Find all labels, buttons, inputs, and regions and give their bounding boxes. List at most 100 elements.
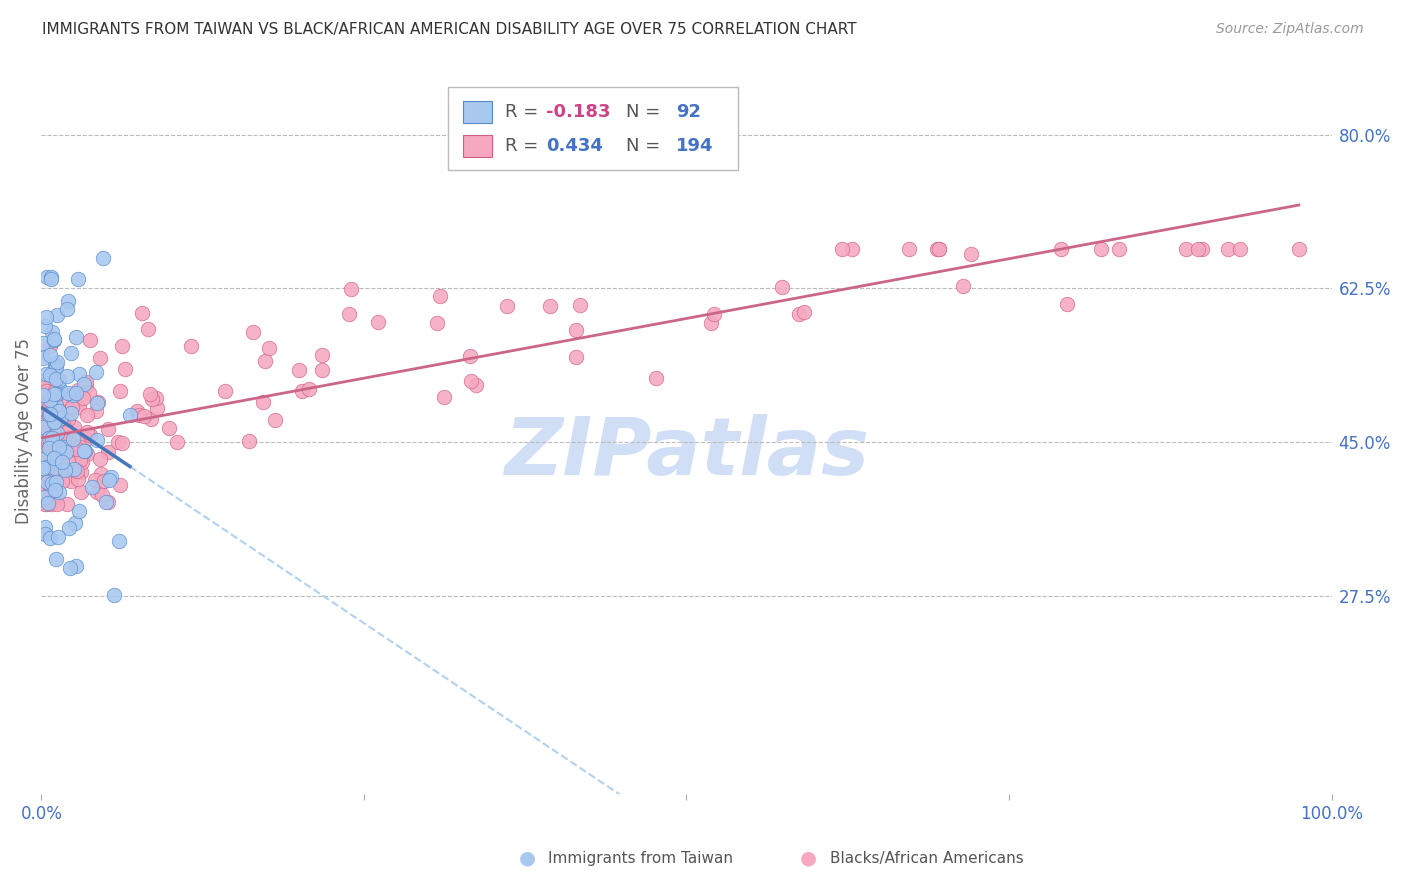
Point: [66, 442, 89, 457]
Point: [53, 462, 76, 476]
Point: [1090, 242, 1112, 256]
Point: [31, 433, 53, 447]
Text: Blacks/African Americans: Blacks/African Americans: [830, 851, 1024, 865]
Point: [45, 386, 67, 401]
Point: [41, 325, 63, 339]
Point: [75, 432, 97, 446]
Point: [49, 465, 72, 479]
Point: [111, 436, 134, 450]
Point: [32, 431, 55, 445]
Point: [73, 444, 96, 458]
Point: [569, 298, 592, 312]
Point: [35, 270, 58, 285]
Bar: [463, 101, 492, 123]
Point: [38, 441, 60, 455]
Point: [51, 474, 73, 488]
Point: [55, 424, 77, 438]
Point: [128, 408, 150, 422]
Point: [31, 416, 53, 430]
Point: [90, 467, 112, 481]
Point: [1187, 242, 1209, 256]
Point: [166, 435, 188, 450]
Point: [337, 307, 360, 321]
Point: [65, 516, 87, 530]
Point: [37, 463, 59, 477]
Point: [65, 330, 87, 344]
Point: [51, 455, 73, 469]
Point: [56, 385, 79, 400]
Point: [84, 404, 107, 418]
Point: [1056, 297, 1078, 311]
Point: [75, 379, 97, 393]
Point: [96, 495, 118, 509]
Point: [45, 475, 67, 490]
Point: [253, 354, 276, 368]
Point: [86, 396, 108, 410]
Point: [44, 387, 66, 401]
Point: [56, 411, 79, 425]
Point: [46, 308, 69, 322]
Point: [45, 417, 67, 432]
Point: [42, 415, 65, 429]
Point: [429, 289, 451, 303]
Point: [48, 373, 70, 387]
Point: [86, 485, 108, 500]
Point: [311, 363, 333, 377]
Point: [928, 242, 950, 256]
Point: [32, 420, 55, 434]
Point: [49, 410, 72, 425]
Point: [34, 444, 56, 458]
Point: [35, 384, 58, 399]
Point: [49, 382, 72, 396]
Point: [72, 391, 94, 405]
Point: [67, 447, 90, 461]
Point: [952, 278, 974, 293]
Point: [44, 461, 66, 475]
Point: [76, 409, 98, 423]
Point: [136, 322, 159, 336]
Point: [31, 469, 53, 483]
Point: [700, 316, 723, 330]
Point: [34, 520, 56, 534]
Point: [56, 497, 79, 511]
Point: [39, 483, 62, 498]
Point: [433, 390, 456, 404]
Point: [56, 301, 79, 316]
Point: [32, 417, 55, 431]
Point: [46, 447, 69, 461]
Point: [114, 361, 136, 376]
Point: [63, 420, 86, 434]
Point: [56, 454, 79, 468]
Text: ●: ●: [800, 848, 817, 868]
Point: [1218, 242, 1240, 256]
Point: [93, 474, 115, 488]
Point: [44, 390, 66, 404]
Point: [67, 272, 90, 286]
Point: [45, 372, 67, 386]
Point: [52, 440, 75, 454]
Point: [103, 588, 125, 602]
Point: [538, 299, 561, 313]
Point: [34, 497, 56, 511]
Point: [56, 293, 79, 308]
Point: [42, 381, 65, 395]
Point: [38, 440, 60, 454]
Point: [59, 561, 82, 575]
Point: [70, 466, 93, 480]
Point: [180, 339, 202, 353]
Point: [34, 458, 56, 473]
Point: [48, 484, 70, 499]
Point: [645, 371, 668, 385]
Point: [75, 443, 97, 458]
Point: [45, 413, 67, 427]
Point: [38, 391, 60, 405]
Point: [80, 480, 103, 494]
Point: [44, 414, 66, 428]
Point: [38, 430, 60, 444]
Point: [41, 390, 63, 404]
Point: [39, 474, 62, 488]
Point: [34, 446, 56, 460]
Point: [97, 444, 120, 458]
Point: [38, 368, 60, 383]
Point: [37, 377, 59, 392]
